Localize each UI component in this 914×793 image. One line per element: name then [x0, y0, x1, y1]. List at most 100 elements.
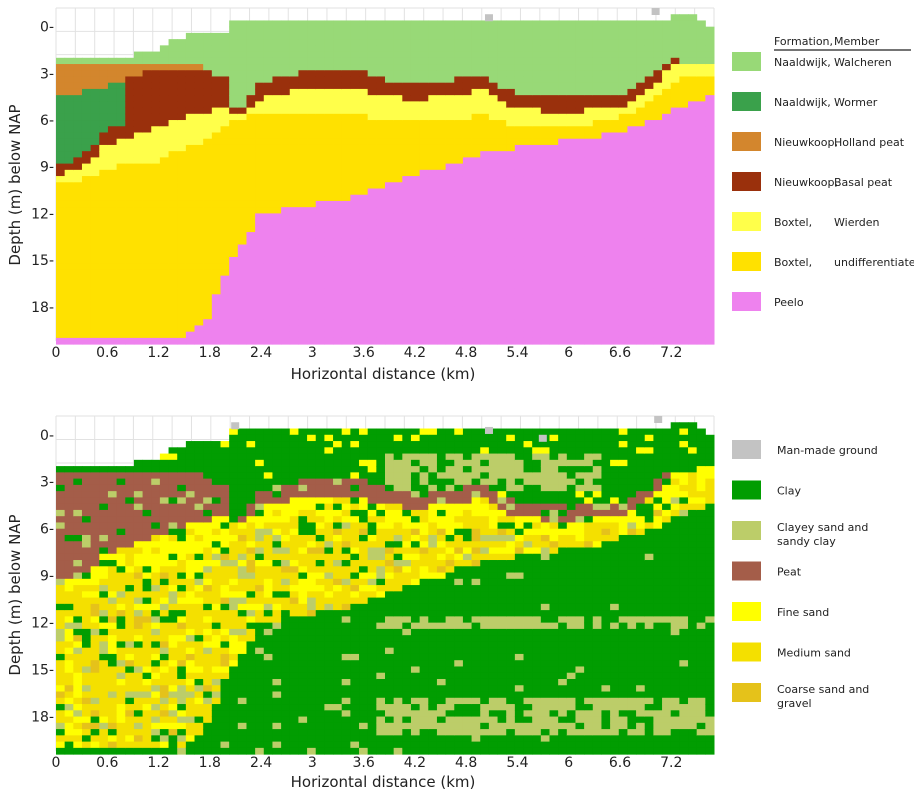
formation-cell: [705, 138, 715, 146]
lithoclass-cell: [116, 722, 126, 730]
formation-cell: [402, 256, 412, 264]
formation-cell: [142, 256, 152, 264]
formation-cell: [73, 101, 83, 109]
formation-cell: [592, 151, 602, 158]
formation-cell: [281, 194, 291, 202]
formation-cell: [549, 275, 559, 283]
formation-cell: [428, 213, 438, 221]
formation-cell: [696, 20, 706, 28]
lithoclass-cell: [220, 441, 230, 448]
formation-cell: [177, 281, 187, 289]
lithoclass-cell: [99, 678, 109, 686]
legend-formation-label: Nieuwkoop,: [774, 176, 838, 189]
formation-cell: [402, 157, 412, 165]
formation-cell: [497, 188, 507, 196]
formation-cell: [653, 325, 663, 333]
formation-cell: [705, 188, 715, 196]
formation-cell: [359, 101, 369, 109]
formation-cell: [255, 76, 265, 84]
lithoclass-cell: [56, 472, 66, 480]
lithostratigraphy-panel: 0-3-6-9-12-15-18- 0 0.6 1.2 1.8 2.4 3 3.6 4.2 4.…: [6, 7, 914, 383]
lithoclass-cell: [142, 716, 152, 724]
formation-cell: [289, 238, 299, 246]
formation-cell: [662, 182, 672, 190]
formation-cell: [289, 45, 299, 53]
formation-cell: [125, 294, 135, 302]
formation-cell: [558, 213, 568, 221]
formation-cell: [705, 263, 715, 270]
formation-cell: [298, 76, 308, 84]
lithoclass-cell: [81, 729, 92, 736]
formation-cell: [194, 182, 204, 190]
formation-cell: [255, 95, 265, 102]
formation-cell: [116, 244, 126, 252]
lithoclass-cell: [116, 647, 126, 655]
formation-cell: [367, 225, 377, 233]
lithoclass-cell: [73, 616, 83, 624]
formation-cell: [367, 281, 377, 289]
formation-cell: [532, 207, 542, 214]
formation-cell: [168, 244, 178, 252]
formation-cell: [393, 219, 403, 227]
formation-cell: [350, 256, 360, 264]
formation-cell: [99, 126, 109, 133]
formation-cell: [566, 213, 576, 221]
formation-cell: [229, 26, 239, 34]
formation-cell: [99, 331, 109, 339]
lithoclass-cell: [133, 560, 144, 567]
formation-cell: [194, 300, 204, 308]
lithoclass-cell: [133, 478, 144, 486]
lithoclass-cell: [90, 484, 100, 492]
formation-cell: [90, 113, 100, 121]
lithoclass-cell: [73, 685, 83, 693]
formation-cell: [333, 219, 343, 227]
formation-cell: [350, 238, 360, 246]
lithoclass-cell: [142, 710, 152, 718]
formation-cell: [454, 132, 464, 140]
formation-cell: [359, 126, 369, 133]
formation-cell: [324, 76, 334, 84]
formation-cell: [298, 64, 308, 71]
formation-cell: [549, 76, 559, 84]
formation-cell: [436, 294, 447, 302]
lithoclass-cell: [168, 603, 178, 611]
lithoclass-cell: [211, 653, 221, 661]
formation-cell: [298, 26, 308, 34]
formation-cell: [636, 300, 646, 308]
lithoclass-cell: [151, 603, 161, 611]
formation-cell: [584, 176, 594, 183]
formation-cell: [549, 88, 559, 96]
lithoclass-cell: [64, 710, 74, 718]
lithoclass-cell: [159, 716, 170, 724]
formation-cell: [688, 281, 698, 289]
formation-cell: [445, 331, 455, 339]
formation-cell: [618, 126, 628, 133]
formation-cell: [385, 70, 395, 77]
formation-cell: [627, 219, 637, 227]
formation-cell: [419, 20, 429, 28]
formation-cell: [315, 250, 325, 258]
lithoclass-cell: [220, 641, 230, 649]
formation-cell: [194, 163, 204, 171]
lithoclass-cell: [116, 560, 126, 567]
formation-cell: [281, 144, 291, 152]
formation-cell: [688, 244, 698, 252]
formation-cell: [436, 232, 447, 239]
formation-cell: [506, 26, 516, 34]
formation-cell: [662, 126, 672, 133]
formation-cell: [506, 132, 516, 140]
formation-cell: [168, 82, 178, 90]
formation-cell: [410, 232, 421, 239]
formation-cell: [618, 294, 628, 302]
formation-cell: [307, 275, 317, 283]
formation-cell: [566, 64, 576, 71]
formation-cell: [679, 107, 689, 115]
formation-cell: [618, 95, 628, 102]
formation-cell: [402, 138, 412, 146]
formation-cell: [272, 306, 282, 314]
formation-cell: [272, 64, 282, 71]
formation-cell: [64, 163, 74, 171]
lithoclass-cell: [133, 572, 144, 580]
formation-cell: [410, 207, 421, 214]
lithoclass-cell: [90, 478, 100, 486]
